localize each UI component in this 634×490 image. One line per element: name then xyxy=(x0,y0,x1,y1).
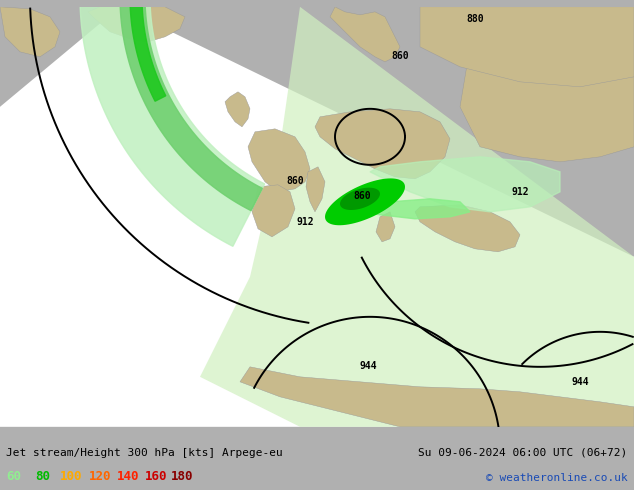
Polygon shape xyxy=(306,167,325,212)
Polygon shape xyxy=(200,7,634,427)
Text: 944: 944 xyxy=(571,377,589,387)
Polygon shape xyxy=(376,212,395,242)
Text: 944: 944 xyxy=(359,361,377,371)
Text: 60: 60 xyxy=(6,470,22,483)
Polygon shape xyxy=(370,157,560,212)
Polygon shape xyxy=(0,7,634,427)
Text: Jet stream/Height 300 hPa [kts] Arpege-eu: Jet stream/Height 300 hPa [kts] Arpege-e… xyxy=(6,448,283,458)
Polygon shape xyxy=(325,178,405,225)
Polygon shape xyxy=(120,0,327,211)
Polygon shape xyxy=(248,129,310,192)
Polygon shape xyxy=(240,367,634,427)
Text: 860: 860 xyxy=(391,51,409,61)
Text: 100: 100 xyxy=(60,470,82,483)
Polygon shape xyxy=(88,7,185,42)
Text: 140: 140 xyxy=(117,470,139,483)
Text: © weatheronline.co.uk: © weatheronline.co.uk xyxy=(486,473,628,483)
Text: 880: 880 xyxy=(466,14,484,24)
Text: 80: 80 xyxy=(35,470,50,483)
Polygon shape xyxy=(355,199,470,219)
Polygon shape xyxy=(80,0,327,246)
Polygon shape xyxy=(330,7,400,62)
Text: Su 09-06-2024 06:00 UTC (06+72): Su 09-06-2024 06:00 UTC (06+72) xyxy=(418,448,628,458)
Text: 860: 860 xyxy=(353,191,371,201)
Text: 160: 160 xyxy=(145,470,167,483)
Polygon shape xyxy=(225,92,250,127)
Polygon shape xyxy=(460,32,634,162)
Polygon shape xyxy=(0,7,60,57)
Polygon shape xyxy=(315,109,450,179)
Text: 180: 180 xyxy=(171,470,193,483)
Text: 912: 912 xyxy=(511,187,529,197)
Polygon shape xyxy=(340,188,380,210)
Text: 912: 912 xyxy=(296,217,314,227)
Polygon shape xyxy=(420,7,634,87)
Polygon shape xyxy=(130,0,261,101)
Polygon shape xyxy=(252,185,295,237)
Text: 120: 120 xyxy=(89,470,111,483)
Polygon shape xyxy=(415,205,520,252)
Text: 860: 860 xyxy=(286,176,304,186)
